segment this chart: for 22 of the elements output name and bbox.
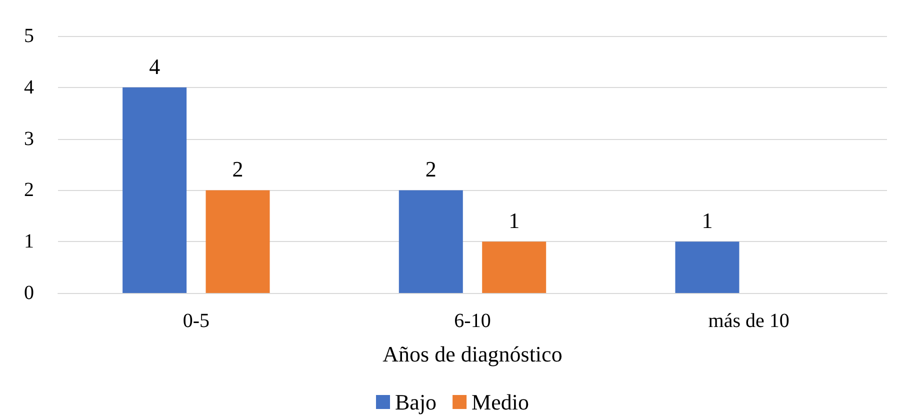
bar — [206, 190, 270, 293]
data-label: 2 — [232, 156, 244, 182]
x-tick-label: 6-10 — [454, 310, 491, 332]
legend-label: Medio — [472, 390, 530, 414]
y-tick-label: 1 — [24, 230, 34, 253]
y-tick-label: 0 — [24, 282, 34, 304]
legend-label: Bajo — [395, 390, 437, 414]
bar — [398, 190, 463, 293]
y-tick-label: 4 — [24, 76, 34, 98]
bar — [122, 87, 187, 293]
y-tick-label: 3 — [24, 128, 34, 150]
data-label: 1 — [702, 208, 713, 234]
data-label: 2 — [425, 156, 436, 182]
bar — [482, 242, 546, 293]
x-axis-title: Años de diagnóstico — [382, 342, 562, 366]
data-label: 4 — [149, 54, 160, 79]
x-tick-label: más de 10 — [708, 310, 790, 332]
x-tick-label: 0-5 — [182, 310, 210, 332]
bar — [675, 242, 740, 293]
y-tick-label: 2 — [24, 179, 34, 202]
y-tick-label: 5 — [24, 25, 34, 47]
data-label: 1 — [508, 208, 520, 234]
